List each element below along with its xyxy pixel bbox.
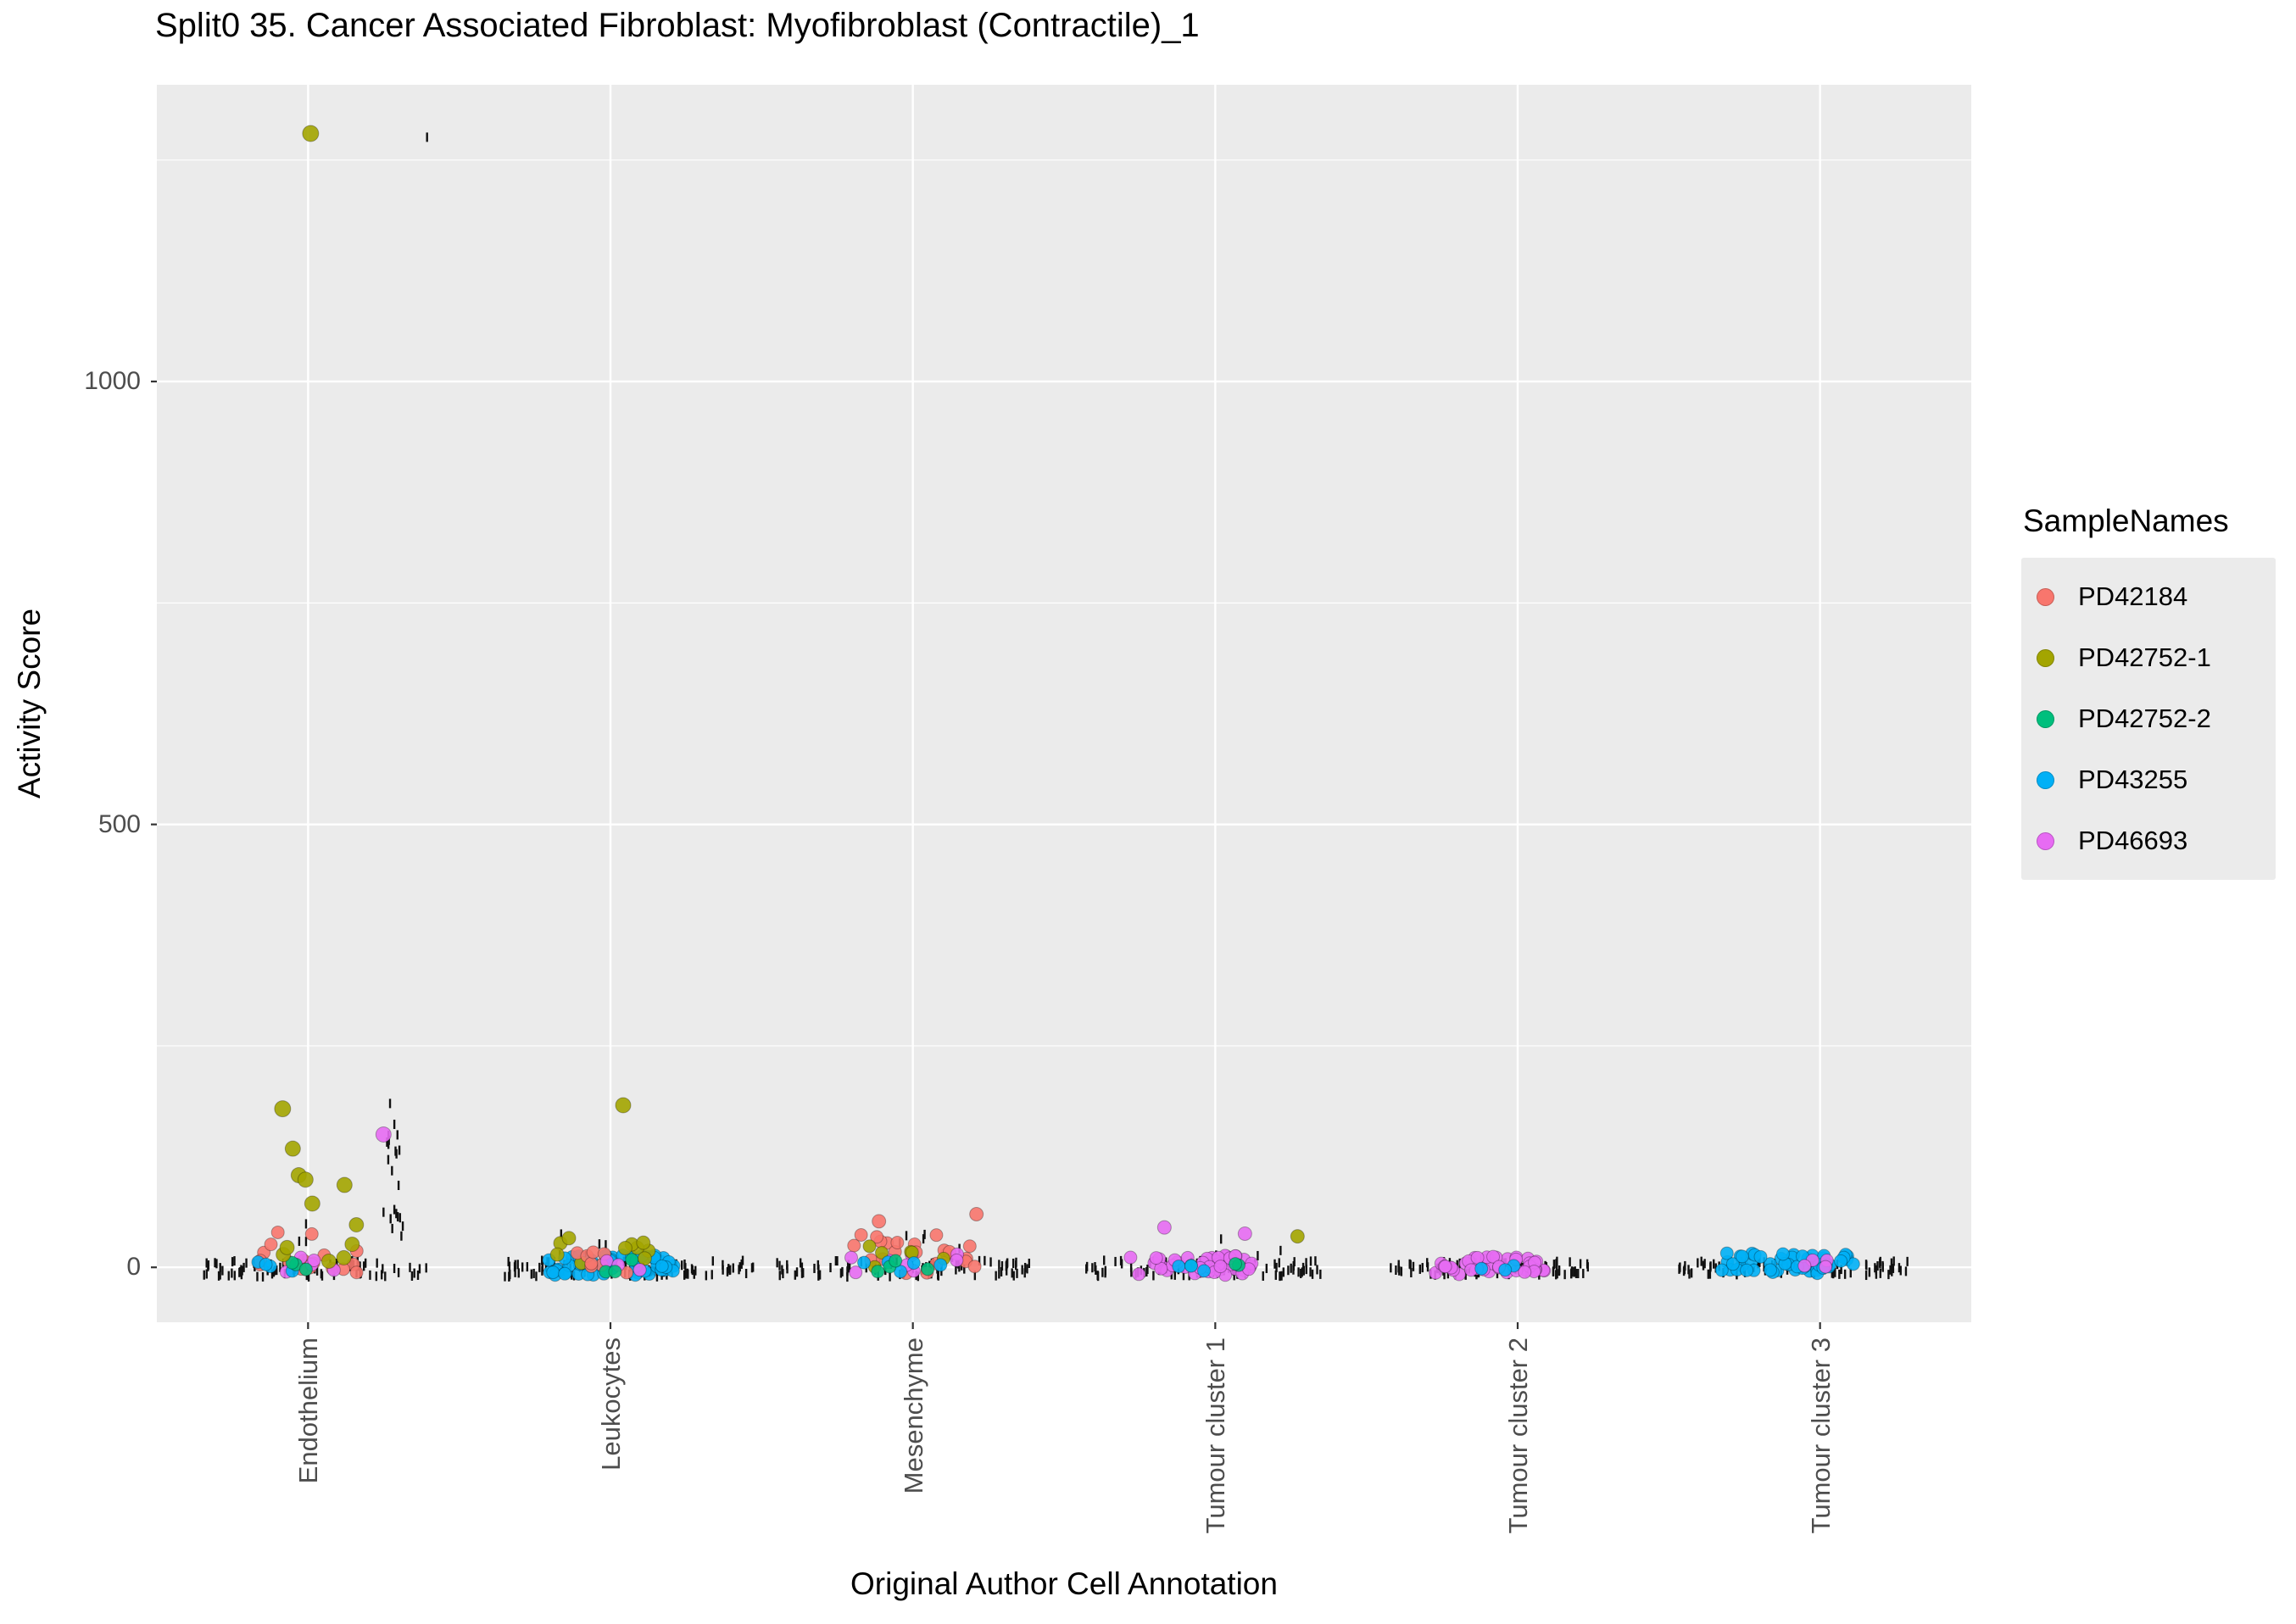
x-category-label-tumour-cluster-3: Tumour cluster 3 [1805, 1338, 1836, 1534]
legend-dot-pd42752-1 [2037, 648, 2054, 667]
y-tick-label-500: 500 [98, 809, 141, 838]
y-axis-title: Activity Score [12, 608, 47, 799]
x-axis-title: Original Author Cell Annotation [850, 1566, 1278, 1601]
x-category-label-leukocytes: Leukocytes [596, 1338, 626, 1471]
legend-item: PD42752-1 [2037, 627, 2260, 688]
legend-items: PD42184 PD42752-1 PD42752-2 PD43255 PD46… [2021, 558, 2276, 880]
legend-dot-pd42184 [2037, 587, 2054, 606]
legend-item: PD43255 [2037, 749, 2260, 810]
y-tick-label-1000: 1000 [84, 367, 141, 396]
x-category-label-tumour-cluster-1: Tumour cluster 1 [1201, 1338, 1231, 1534]
legend-dot-pd42752-2 [2037, 709, 2054, 728]
x-category-label-endothelium: Endothelium [293, 1338, 324, 1484]
legend-item-label: PD43255 [2078, 765, 2188, 794]
legend-item-label: PD42184 [2078, 581, 2188, 611]
legend-item: PD42752-2 [2037, 688, 2260, 749]
x-category-label-tumour-cluster-2: Tumour cluster 2 [1503, 1338, 1533, 1534]
legend-dot-pd46693 [2037, 831, 2054, 850]
legend-item-label: PD42752-2 [2078, 704, 2211, 733]
legend-title: SampleNames [2023, 503, 2229, 538]
legend-item: PD46693 [2037, 810, 2260, 871]
legend-item-label: PD42752-1 [2078, 642, 2211, 672]
legend-dot-pd43255 [2037, 770, 2054, 789]
legend: SampleNames PD42184 PD42752-1 PD42752-2 … [2021, 503, 2276, 880]
legend-item-label: PD46693 [2078, 826, 2188, 855]
x-category-label-mesenchyme: Mesenchyme [898, 1338, 928, 1494]
legend-item: PD42184 [2037, 566, 2260, 627]
y-tick-label-0: 0 [126, 1253, 141, 1282]
plot-svg [151, 85, 1971, 1329]
chart-title: Split0 35. Cancer Associated Fibroblast:… [155, 7, 1200, 44]
